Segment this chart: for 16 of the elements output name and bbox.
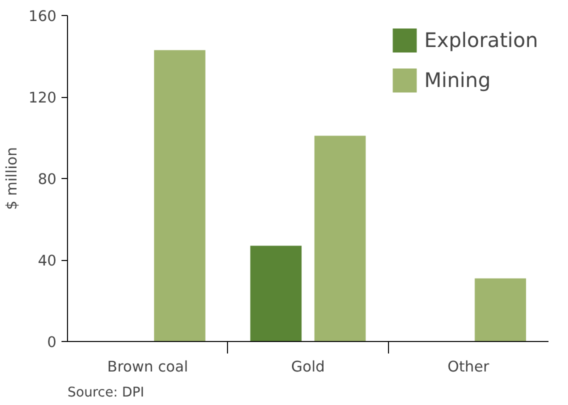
y-tick-label: 160	[28, 8, 57, 25]
y-tick-label: 40	[38, 252, 57, 270]
x-tick-label: Other	[448, 358, 490, 376]
y-tick-label: 80	[38, 171, 57, 188]
source-note: Source: DPI	[68, 386, 144, 400]
x-tick-label: Gold	[291, 358, 325, 376]
bar	[314, 136, 366, 342]
y-tick-label: 120	[28, 90, 57, 106]
y-tick-label: 0	[47, 334, 57, 351]
bar	[154, 50, 206, 342]
x-tick-label: Brown coal	[107, 358, 188, 376]
bar	[250, 246, 302, 342]
legend-label: Exploration	[424, 28, 538, 52]
y-axis-title: $ million	[4, 147, 21, 210]
legend-label: Mining	[424, 68, 491, 92]
bar	[474, 278, 526, 342]
